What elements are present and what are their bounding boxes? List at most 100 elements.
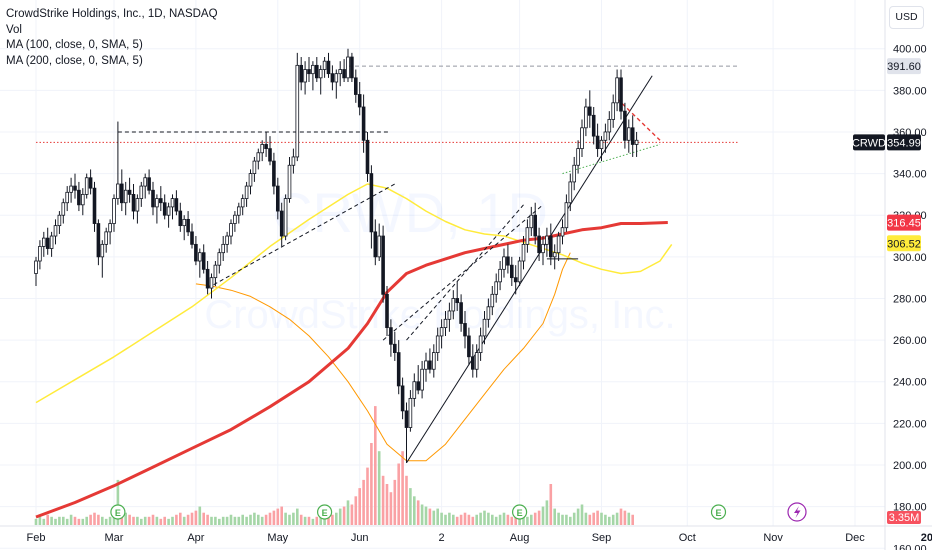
volume-bar (381, 475, 385, 525)
volume-bar (377, 451, 381, 525)
ma-orange-line (195, 252, 571, 462)
trend-line (616, 98, 661, 141)
price-tick-label: 280.00 (893, 293, 927, 305)
volume-bar (268, 512, 272, 525)
volume-bar (526, 516, 529, 525)
candle-body (389, 327, 393, 345)
volume-bar (580, 504, 584, 525)
candle-body (213, 264, 218, 279)
legend-ma100[interactable]: MA (100, close, 0, SMA, 5) (6, 39, 143, 51)
volume-bar (413, 496, 416, 525)
volume-bar (432, 510, 436, 525)
candle-body (595, 135, 600, 150)
candle-body (490, 293, 495, 308)
price-axis[interactable]: 160.00 180.00 200.00 220.00 240.00 260.00 280.… (884, 0, 927, 550)
candle-body (81, 194, 85, 206)
volume-bar (132, 516, 135, 525)
candle-body (248, 173, 253, 187)
candle-body (424, 360, 428, 370)
volume-bar (420, 504, 424, 525)
volume-bar (424, 506, 428, 525)
volume-bar (463, 512, 467, 525)
moving-averages (35, 183, 673, 519)
volume-bar (225, 516, 229, 525)
volume-bar (155, 516, 159, 525)
volume-bar (631, 514, 634, 525)
volume-bar (85, 516, 88, 525)
currency-button[interactable]: USD (889, 6, 924, 29)
candle-body (498, 268, 502, 283)
candle-body (57, 214, 62, 227)
candle-body (552, 252, 557, 258)
candle-body (104, 231, 109, 245)
candle-body (431, 352, 436, 370)
volume-bar (569, 516, 572, 525)
candle-body (158, 198, 163, 204)
volume-bar (140, 518, 143, 525)
volume-bar (218, 518, 221, 525)
candle-body (166, 206, 171, 216)
candle-body (404, 410, 409, 428)
time-tick-label: Feb (27, 532, 46, 544)
volume-bar (280, 506, 283, 525)
candle-body (112, 198, 116, 224)
volume-bar (401, 451, 404, 525)
candle-body (545, 235, 549, 245)
volume-bar (576, 508, 580, 525)
candle-body (178, 210, 183, 227)
symbol-tag-text: CRWD (852, 137, 886, 149)
volume-bar (358, 488, 361, 525)
time-tick-label: Dec (845, 532, 865, 544)
candle-body (205, 268, 210, 289)
candle-body (135, 198, 140, 212)
price-tick-label: 240.00 (893, 377, 927, 389)
volume-bar (299, 514, 303, 525)
volume-bar (54, 518, 57, 525)
volume-bar (89, 514, 92, 525)
volume-bar (393, 479, 397, 525)
volume-bar (416, 500, 420, 525)
volume-bar (272, 510, 276, 525)
candle-body (502, 256, 506, 270)
candle-body (408, 397, 413, 428)
candle-body (225, 235, 229, 245)
earnings-letter: E (115, 508, 121, 518)
volume-bar (491, 514, 494, 525)
candle-body (486, 306, 491, 320)
candle-body (381, 235, 385, 295)
volume-bar (475, 514, 478, 525)
earnings-letter: E (517, 508, 523, 518)
candle-body (580, 127, 584, 150)
candle-body (455, 298, 459, 304)
candle-body (525, 227, 530, 245)
volume-bar (284, 512, 287, 525)
candle-body (439, 327, 444, 337)
flash-icon[interactable] (787, 502, 807, 522)
candle-body (361, 106, 366, 141)
candle-body (127, 189, 132, 195)
price-tick-label: 160.00 (893, 543, 927, 550)
candle-body (615, 77, 619, 104)
volume-bar (553, 508, 556, 525)
volume-bar (101, 516, 104, 525)
legend-volume[interactable]: Vol (6, 23, 22, 36)
symbol-watermark: CRWD, 1D CrowdStrike Holdings, Inc. (204, 181, 675, 337)
candle-body (49, 235, 54, 249)
legend-ma200[interactable]: MA (200, close, 0, SMA, 5) (6, 54, 143, 67)
candle-body (584, 106, 588, 129)
candle-body (627, 127, 631, 141)
volume-bar (530, 514, 533, 525)
time-tick-label: Jun (351, 532, 369, 544)
volume-bar (151, 514, 155, 525)
volume-bar (608, 516, 611, 525)
volume-bar (331, 514, 334, 525)
candle-body (61, 202, 66, 216)
candle-body (279, 210, 284, 237)
volume-bar (253, 512, 256, 525)
volume-tag-text: 3.35M (889, 512, 920, 524)
volume-bar (249, 514, 252, 525)
ma100-line (35, 183, 673, 404)
time-axis[interactable]: FebMarAprMayJun2AugSepOctNovDec2025Feb (0, 525, 932, 544)
volume-bar (198, 506, 202, 525)
